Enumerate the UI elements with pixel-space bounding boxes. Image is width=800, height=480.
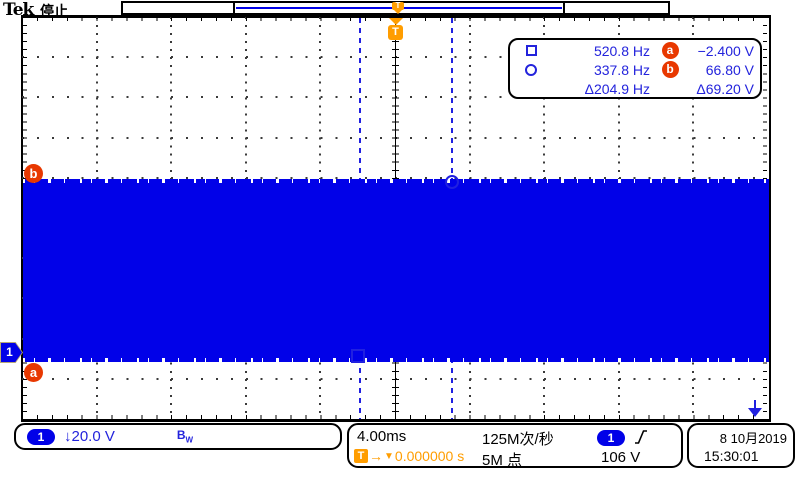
date-readout: 8 10月2019 xyxy=(719,431,787,446)
square-cursor-icon xyxy=(525,45,537,56)
cursor-a-badge-icon: a xyxy=(661,42,679,59)
trigger-position-readout: T → ▼ 0.000000 s xyxy=(354,448,464,464)
trigger-position-value: 0.000000 s xyxy=(394,448,465,464)
arrow-right-icon: → xyxy=(369,448,383,464)
trigger-arrow-icon xyxy=(389,18,403,25)
waveform-noise-bottom xyxy=(23,358,769,362)
offscreen-indicator-arrow-icon xyxy=(747,400,763,418)
datetime-box: 8 10月2019 15:30:01 xyxy=(687,423,795,468)
ch1-ground-marker[interactable]: 1 xyxy=(0,342,23,363)
cursor-readout-box: 520.8 Hz a −2.400 V 337.8 Hz b 66.80 V Δ… xyxy=(508,38,762,99)
delta-frequency: Δ204.9 Hz xyxy=(584,80,650,97)
ch1-waveform xyxy=(23,179,769,362)
trigger-t-icon: T xyxy=(392,2,404,10)
cursor-a-level-badge[interactable]: a xyxy=(24,363,43,382)
cursor-readout-row1: 520.8 Hz a −2.400 V xyxy=(516,41,754,60)
record-window-right-bracket xyxy=(563,3,565,13)
record-window-left-bracket xyxy=(233,3,235,13)
graticule-right-edge xyxy=(769,15,771,422)
trigger-position-marker[interactable]: T xyxy=(388,18,404,40)
cursor-b-level-badge[interactable]: b xyxy=(24,164,43,183)
time-readout: 15:30:01 xyxy=(704,448,759,464)
ch1-volts-per-div: ↓20.0 V xyxy=(64,428,115,445)
sample-rate-readout: 125M次/秒 xyxy=(482,431,554,448)
cursor-readout-row3: Δ204.9 Hz Δ69.20 V xyxy=(516,79,754,98)
trigger-t-icon: T xyxy=(354,449,368,463)
grid-line xyxy=(22,415,768,419)
ch1-badge: 1 xyxy=(27,428,55,445)
record-trigger-position-marker[interactable]: T xyxy=(392,2,404,14)
rising-slope-icon xyxy=(634,429,648,449)
ch1-ground-marker-label: 1 xyxy=(1,343,22,362)
horizontal-trigger-readout: 4.00ms 125M次/秒 1 T → ▼ 0.000000 s 5M 点 1… xyxy=(347,423,683,469)
record-length-readout: 5M 点 xyxy=(482,452,523,469)
graticule-top-edge xyxy=(21,15,771,18)
cursor-b-voltage: 66.80 V xyxy=(705,61,754,78)
delta-voltage: Δ69.20 V xyxy=(696,80,754,97)
graticule-bottom-edge xyxy=(21,419,771,422)
circle-cursor-icon xyxy=(525,63,537,76)
cursor-readout-row2: 337.8 Hz b 66.80 V xyxy=(516,60,754,79)
waveform-noise-top xyxy=(23,179,769,183)
trigger-t-icon: T xyxy=(388,25,403,40)
bandwidth-limit-icon: BW xyxy=(176,428,194,445)
cursor-square-marker[interactable] xyxy=(351,349,365,363)
timebase-readout: 4.00ms xyxy=(357,428,407,445)
cursor-circle-marker[interactable] xyxy=(445,175,459,189)
cursor2-frequency: 337.8 Hz xyxy=(593,61,650,78)
record-position-bar: T xyxy=(121,1,670,15)
cursor1-frequency: 520.8 Hz xyxy=(593,42,650,59)
cursor-a-voltage: −2.400 V xyxy=(697,42,754,59)
down-triangle-icon: ▼ xyxy=(384,450,394,462)
trigger-arrow-icon xyxy=(394,10,402,14)
trigger-level-readout: 106 V xyxy=(601,449,641,466)
cursor-b-badge-icon: b xyxy=(661,61,679,78)
trigger-source-badge: 1 xyxy=(597,430,625,446)
ch1-scale-readout[interactable]: 1 ↓20.0 V BW xyxy=(14,423,342,450)
